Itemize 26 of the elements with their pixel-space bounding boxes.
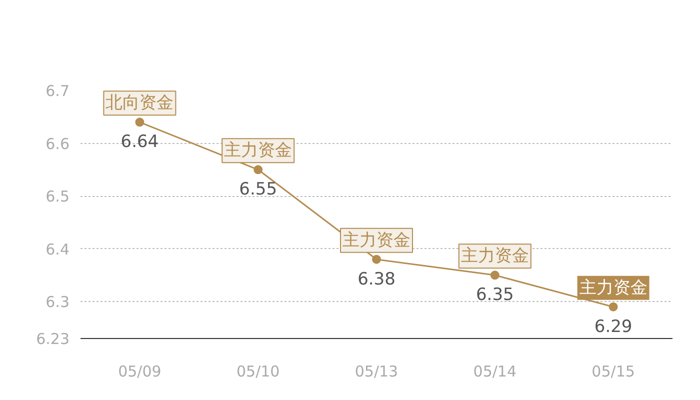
y-tick-label: 6.6 [46, 134, 70, 153]
x-tick-label: 05/14 [473, 362, 517, 380]
annotation: 主力资金 [224, 140, 292, 161]
x-tick-label: 05/13 [354, 362, 398, 380]
point [372, 254, 381, 264]
data-label: 6.55 [239, 180, 278, 200]
point [490, 270, 500, 280]
x-tick-label: 05/15 [592, 362, 635, 380]
annotation: 主力资金 [579, 278, 648, 298]
y-tick-label: 6.5 [46, 188, 70, 206]
point [608, 302, 618, 312]
annotation: 北向资金 [106, 93, 174, 114]
y-tick-label: 6.23 [36, 330, 70, 348]
data-label: 6.35 [476, 285, 514, 306]
x-tick-label: 05/10 [236, 362, 280, 380]
point [254, 165, 263, 174]
point [135, 118, 144, 127]
annotation: 主力资金 [342, 230, 410, 250]
y-tick-label: 6.4 [46, 240, 70, 258]
data-label: 6.29 [594, 316, 632, 337]
data-label: 6.64 [120, 132, 159, 152]
y-tick-label: 6.3 [46, 293, 70, 312]
x-tick-label: 05/09 [118, 362, 162, 380]
y-tick-label: 6.7 [46, 82, 70, 100]
annotation: 主力资金 [460, 246, 529, 266]
data-label: 6.38 [358, 269, 396, 290]
